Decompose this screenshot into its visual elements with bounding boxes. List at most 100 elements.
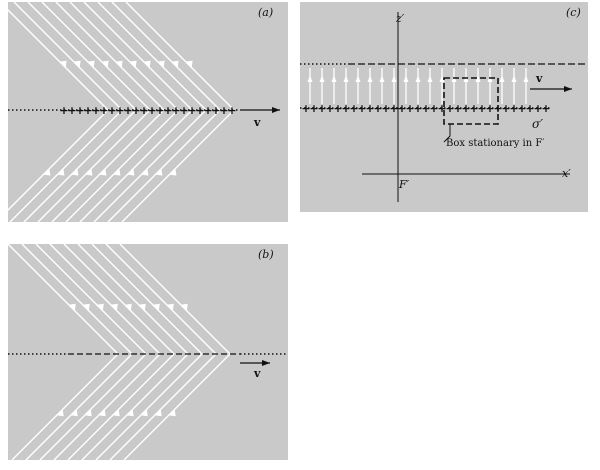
field-arrowhead [71, 168, 79, 176]
field-line-upper [119, 244, 231, 355]
box-leader-line [443, 124, 451, 143]
positive-charge: + [227, 104, 236, 117]
positive-charge: + [509, 102, 518, 115]
positive-charge: + [349, 102, 358, 115]
positive-charge: + [211, 104, 220, 117]
field-line-lower [81, 353, 189, 460]
field-arrowhead [415, 75, 421, 82]
positive-charge: + [179, 104, 188, 117]
positive-charge: + [365, 102, 374, 115]
panel-c-figure: z′ x′ F′ +++++++++++++++++++++++++++++++… [300, 6, 588, 202]
positive-charge: + [309, 102, 318, 115]
positive-charge: + [341, 102, 350, 115]
field-arrowhead [169, 168, 177, 176]
positive-charge: + [373, 102, 382, 115]
positive-charges-c: +++++++++++++++++++++++++++++++ [301, 102, 550, 115]
positive-charge: + [147, 104, 156, 117]
field-arrowhead [70, 409, 78, 417]
field-arrowhead [112, 409, 120, 417]
field-line-upper [8, 244, 119, 355]
field-line-lower [121, 109, 235, 222]
field-line-upper [97, 2, 207, 111]
field-line-lower [25, 353, 133, 460]
field-arrowhead [138, 303, 146, 311]
positive-charge: + [421, 102, 430, 115]
field-line-upper [83, 2, 193, 111]
field-line-upper [21, 244, 133, 355]
field-arrowhead [124, 303, 132, 311]
positive-charge: + [317, 102, 326, 115]
field-arrowhead [99, 168, 107, 176]
positive-charge: + [99, 104, 108, 117]
field-arrowhead [143, 60, 151, 68]
panel-label-a: (a) [258, 6, 273, 19]
positive-charge: + [469, 102, 478, 115]
field-arrowhead [101, 60, 109, 68]
field-arrowhead [110, 303, 118, 311]
sigma-label: σ′ [532, 117, 543, 131]
field-arrowhead [523, 75, 529, 82]
positive-charge: + [163, 104, 172, 117]
positive-charge: + [171, 104, 180, 117]
positive-charge: + [67, 104, 76, 117]
field-arrowhead [82, 303, 90, 311]
field-arrowhead [403, 75, 409, 82]
field-line-upper [63, 244, 175, 355]
field-line-lower [23, 109, 137, 222]
field-arrowhead [141, 168, 149, 176]
field-line-lower [9, 109, 123, 222]
field-lines-a [8, 2, 235, 222]
velocity-label-a: v [253, 116, 261, 129]
field-line-upper [77, 244, 189, 355]
positive-charge: + [525, 102, 534, 115]
field-arrowhead [98, 409, 106, 417]
field-line-lower [53, 353, 161, 460]
positive-charge: + [445, 102, 454, 115]
field-arrowhead [56, 409, 64, 417]
field-line-upper [41, 2, 151, 111]
field-line-lower [93, 109, 207, 222]
positive-charge: + [381, 102, 390, 115]
velocity-arrowhead-c [564, 86, 572, 92]
positive-charge: + [405, 102, 414, 115]
panel-b-figure: v (b) [8, 244, 288, 460]
positive-charge: + [187, 104, 196, 117]
field-arrowhead [499, 75, 505, 82]
positive-charge: + [123, 104, 132, 117]
field-arrowhead [185, 60, 193, 68]
field-arrowhead [85, 168, 93, 176]
positive-charge: + [501, 102, 510, 115]
field-arrowhead [157, 60, 165, 68]
field-arrowhead [129, 60, 137, 68]
field-arrowhead [73, 60, 81, 68]
field-line-lower [79, 109, 193, 222]
positive-charge: + [75, 104, 84, 117]
field-arrowhead [155, 168, 163, 176]
velocity-arrowhead-a [272, 107, 280, 113]
field-lines-b [8, 244, 231, 460]
positive-charge: + [413, 102, 422, 115]
field-line-upper [125, 2, 235, 111]
panel-b: v (b) [8, 244, 288, 460]
field-arrowhead [113, 168, 121, 176]
panel-a: + + + + + + + + + + + + + + + + + + + + + + v (a) [8, 2, 288, 222]
origin-label: F′ [398, 178, 410, 191]
field-line-lower [65, 109, 179, 222]
field-arrowhead [439, 75, 445, 82]
positive-charge: + [83, 104, 92, 117]
field-arrowhead [511, 75, 517, 82]
panel-a-figure: ++++++++++++++++++++++ v (a) [8, 2, 280, 222]
field-arrowhead [379, 75, 385, 82]
positive-charges-a: ++++++++++++++++++++++ [59, 104, 236, 117]
field-line-lower [37, 109, 151, 222]
field-line-upper [69, 2, 179, 111]
velocity-label-b: v [253, 367, 261, 380]
z-axis-label: z′ [395, 12, 405, 25]
positive-charge: + [453, 102, 462, 115]
positive-charge: + [139, 104, 148, 117]
field-arrowhead [475, 75, 481, 82]
field-line-lower [67, 353, 175, 460]
field-arrowhead [168, 409, 176, 417]
field-arrowhead [152, 303, 160, 311]
gaussian-box [443, 77, 499, 125]
